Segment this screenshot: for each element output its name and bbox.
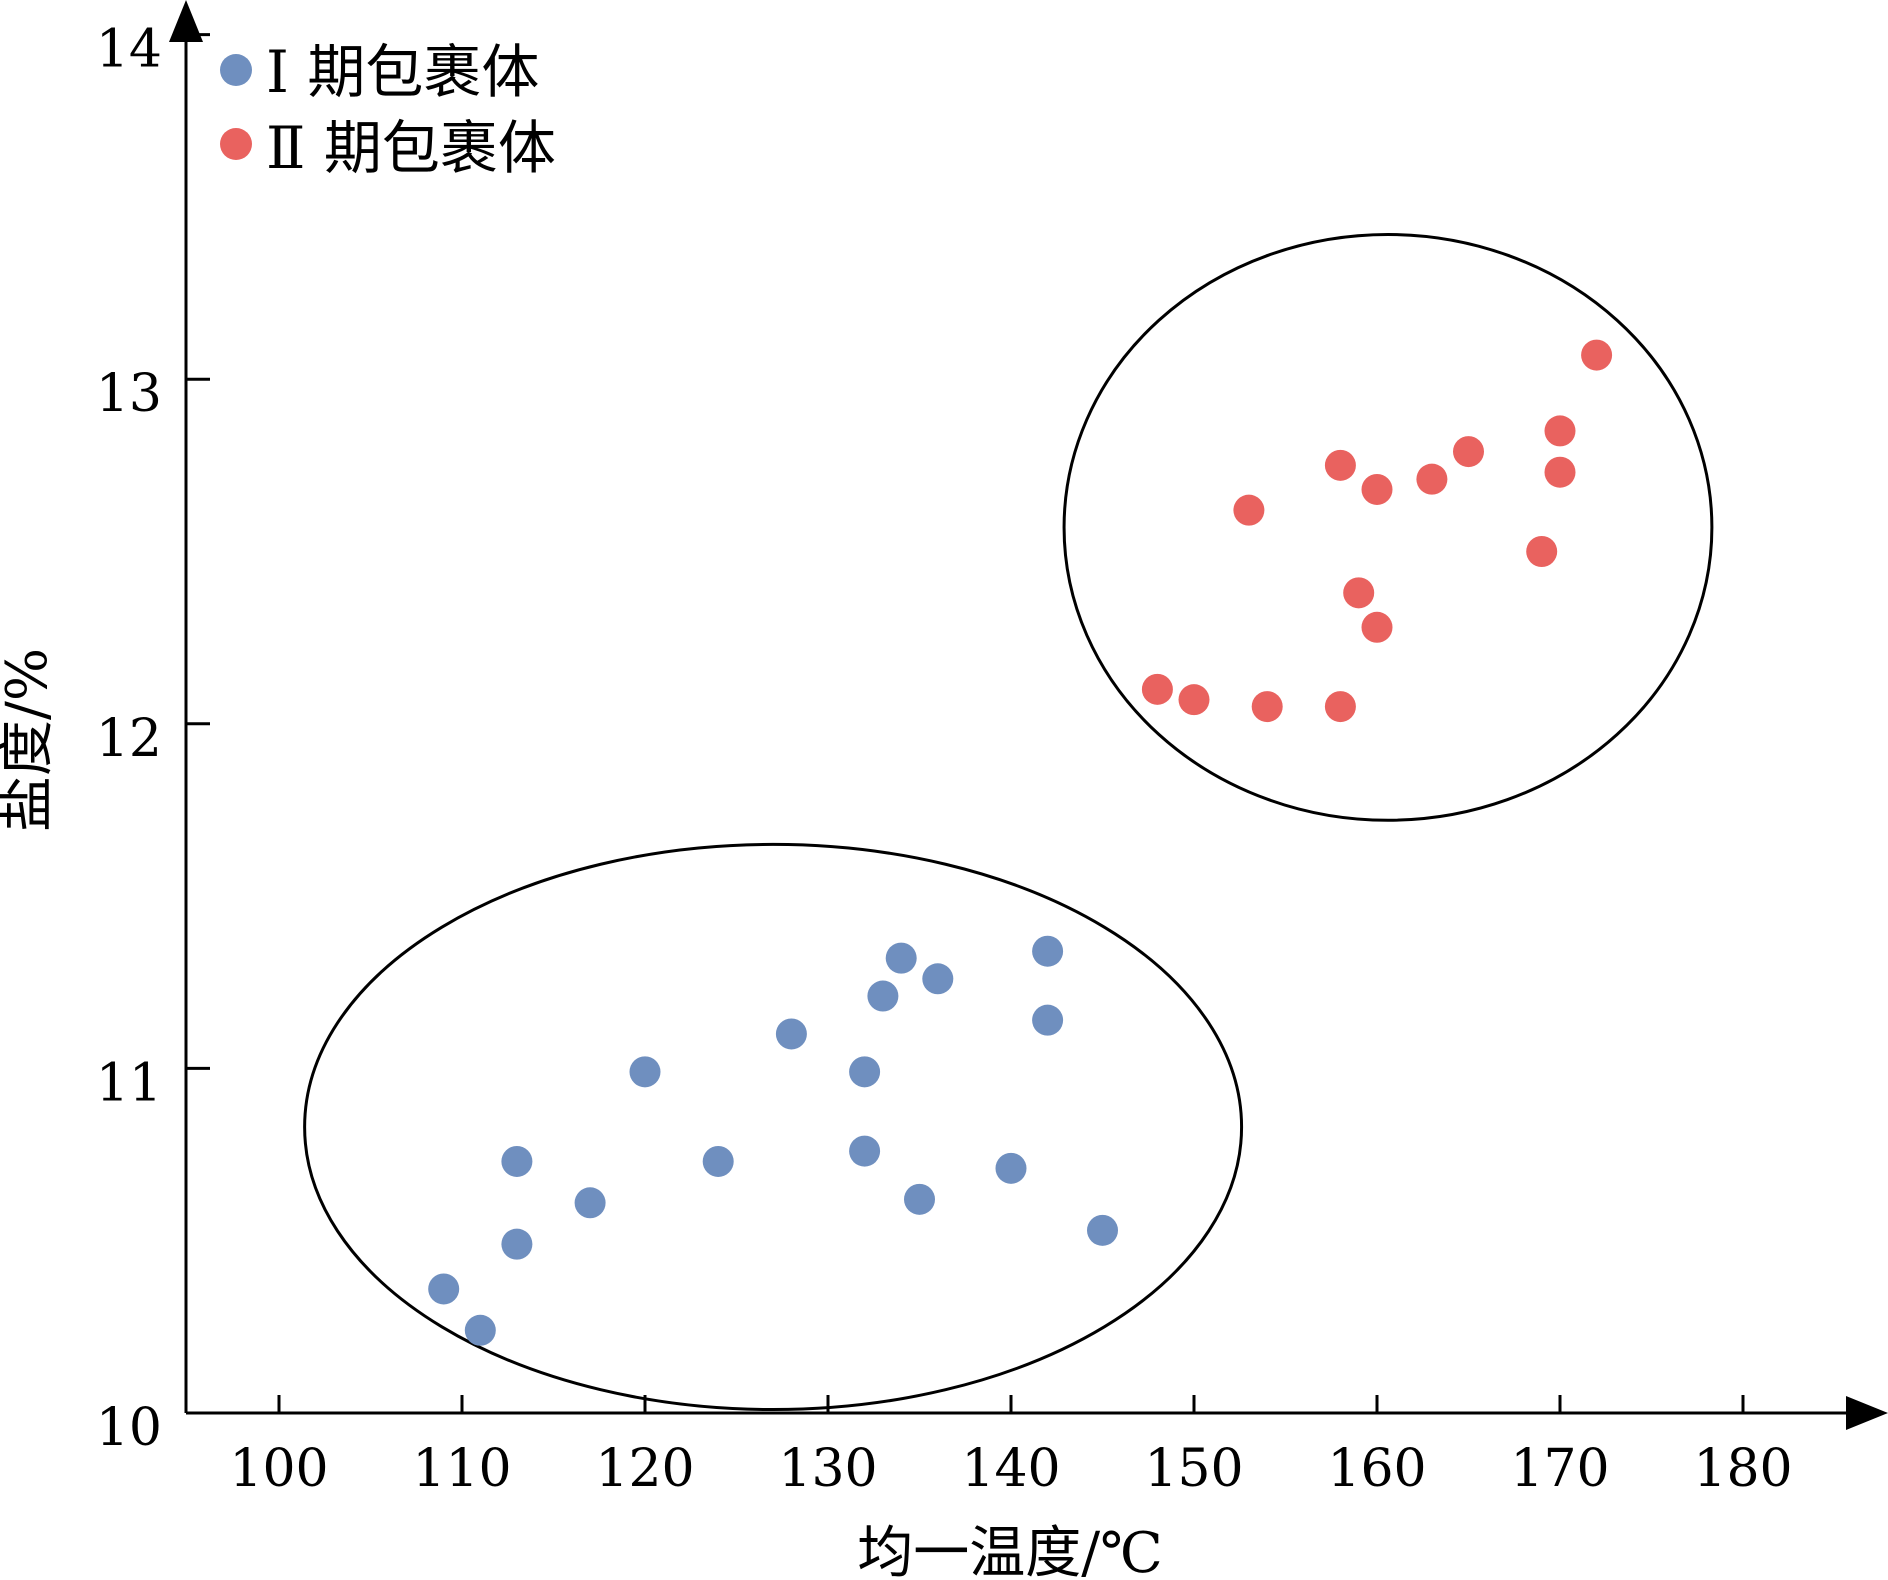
y-tick-label-10: 10 [96,1398,162,1458]
series-2-point-7 [1343,577,1375,609]
series-1-point-11 [867,980,899,1012]
x-axis-ticks: 100 110 120 130 140 150 160 170 180 [229,1395,1793,1499]
series-1-point-13 [904,1183,935,1215]
y-axis-title: 盐度/% [0,648,60,832]
x-tick-label-180: 180 [1693,1439,1792,1499]
x-tick-label-120: 120 [595,1439,694,1499]
legend-label-series-2: Ⅱ 期包裹体 [266,114,556,182]
x-tick-label-110: 110 [412,1439,511,1499]
legend-marker-series-2 [220,128,252,160]
y-axis-arrow [169,0,203,42]
y-tick-label-14: 14 [96,20,162,80]
series-2-point-6 [1324,691,1356,723]
series-1-point-9 [849,1056,881,1088]
series-2-point-4 [1251,691,1283,723]
x-axis-title: 均一温度/℃ [857,1521,1163,1580]
series-1-point-14 [922,963,954,995]
series-2-point-5 [1324,449,1356,481]
series-1-point-17 [1032,1004,1064,1036]
series-2-point-14 [1544,456,1576,488]
data-points [428,339,1613,1346]
series-2-point-8 [1361,473,1393,505]
series-1-point-10 [849,1135,881,1167]
x-tick-label-130: 130 [778,1439,877,1499]
y-tick-label-13: 13 [96,364,162,424]
y-tick-label-11: 11 [96,1053,162,1113]
series-2-point-2 [1178,684,1210,716]
series-2-point-1 [1141,673,1173,705]
x-tick-label-100: 100 [229,1439,328,1499]
series-2-point-9 [1361,611,1393,643]
annotation-layer [303,232,1714,1412]
series-1-point-16 [1032,935,1064,967]
x-axis-arrow [1846,1396,1888,1430]
cluster-ellipse-2 [1062,232,1714,822]
x-tick-label-170: 170 [1510,1439,1609,1499]
series-1-point-4 [501,1228,533,1260]
series-1-point-2 [464,1314,496,1346]
series-1-point-1 [428,1273,460,1305]
series-2-point-3 [1233,494,1265,526]
series-1-point-7 [702,1145,734,1177]
series-1-point-8 [775,1018,807,1050]
series-1-point-18 [1087,1214,1118,1246]
cluster-ellipse-1 [303,842,1244,1412]
series-1-point-12 [885,942,917,974]
series-1-point-6 [629,1056,661,1088]
series-1-point-15 [995,1152,1027,1184]
series-2-point-10 [1416,463,1448,495]
legend-label-series-1: Ⅰ 期包裹体 [266,38,539,106]
legend: Ⅰ 期包裹体 Ⅱ 期包裹体 [220,38,556,182]
x-tick-label-150: 150 [1144,1439,1243,1499]
series-1-point-3 [501,1145,533,1177]
series-2-point-13 [1544,415,1576,447]
y-axis-ticks: 10 11 12 13 14 [96,20,210,1458]
series-2-point-12 [1526,536,1558,567]
series-2-point-15 [1581,339,1613,371]
x-tick-label-160: 160 [1327,1439,1426,1499]
series-2-point-11 [1453,436,1484,468]
x-tick-label-140: 140 [961,1439,1060,1499]
legend-marker-series-1 [220,54,252,86]
y-tick-label-12: 12 [96,709,162,769]
series-1-point-5 [574,1187,606,1219]
